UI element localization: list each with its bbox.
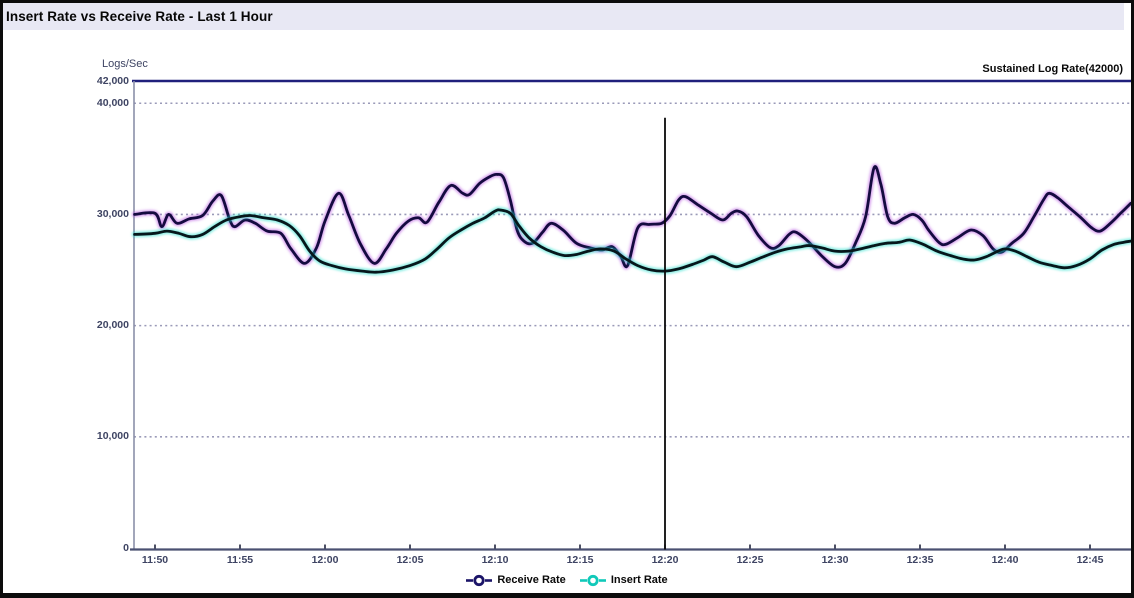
insert-rate-line bbox=[133, 208, 1131, 274]
legend-item-receive-rate[interactable]: Receive Rate bbox=[466, 574, 566, 587]
x-tick-label-1155: 11:55 bbox=[226, 554, 254, 566]
insert-rate-marker-icon bbox=[579, 574, 606, 586]
legend: Receive Rate Insert Rate bbox=[3, 568, 1131, 592]
receive-rate-marker-icon bbox=[466, 574, 493, 586]
y-axis-unit-label: Logs/Sec bbox=[102, 58, 148, 70]
y-tick-label-20000: 20,000 bbox=[96, 319, 129, 332]
y-tick-label-30000: 30,000 bbox=[96, 207, 129, 220]
x-tick-label-1205: 12:05 bbox=[396, 554, 424, 566]
x-tick-label-1215: 12:15 bbox=[566, 554, 594, 566]
x-tick-label-1235: 12:35 bbox=[906, 554, 934, 566]
legend-item-insert-rate[interactable]: Insert Rate bbox=[579, 574, 668, 587]
y-tick-label-42000: 42,000 bbox=[96, 74, 129, 87]
x-tick-label-1220: 12:20 bbox=[651, 554, 679, 566]
x-tick-label-1245: 12:45 bbox=[1076, 554, 1104, 566]
x-tick-label-1225: 12:25 bbox=[736, 554, 764, 566]
sustained-log-rate-label: Sustained Log Rate(42000) bbox=[982, 63, 1123, 75]
y-tick-label-10000: 10,000 bbox=[96, 430, 129, 443]
legend-label: Receive Rate bbox=[497, 574, 566, 586]
receive-rate-line bbox=[133, 165, 1131, 269]
x-tick-label-1230: 12:30 bbox=[821, 554, 849, 566]
x-tick-label-1240: 12:40 bbox=[991, 554, 1019, 566]
plot-canvas[interactable] bbox=[3, 3, 1134, 598]
chart-title: Insert Rate vs Receive Rate - Last 1 Hou… bbox=[3, 3, 1124, 30]
x-tick-label-1200: 12:00 bbox=[311, 554, 339, 566]
y-tick-label-0: 0 bbox=[123, 541, 129, 554]
x-tick-label-1150: 11:50 bbox=[141, 554, 169, 566]
y-tick-label-40000: 40,000 bbox=[96, 96, 129, 109]
legend-label: Insert Rate bbox=[610, 574, 668, 586]
x-tick-label-1210: 12:10 bbox=[481, 554, 509, 566]
